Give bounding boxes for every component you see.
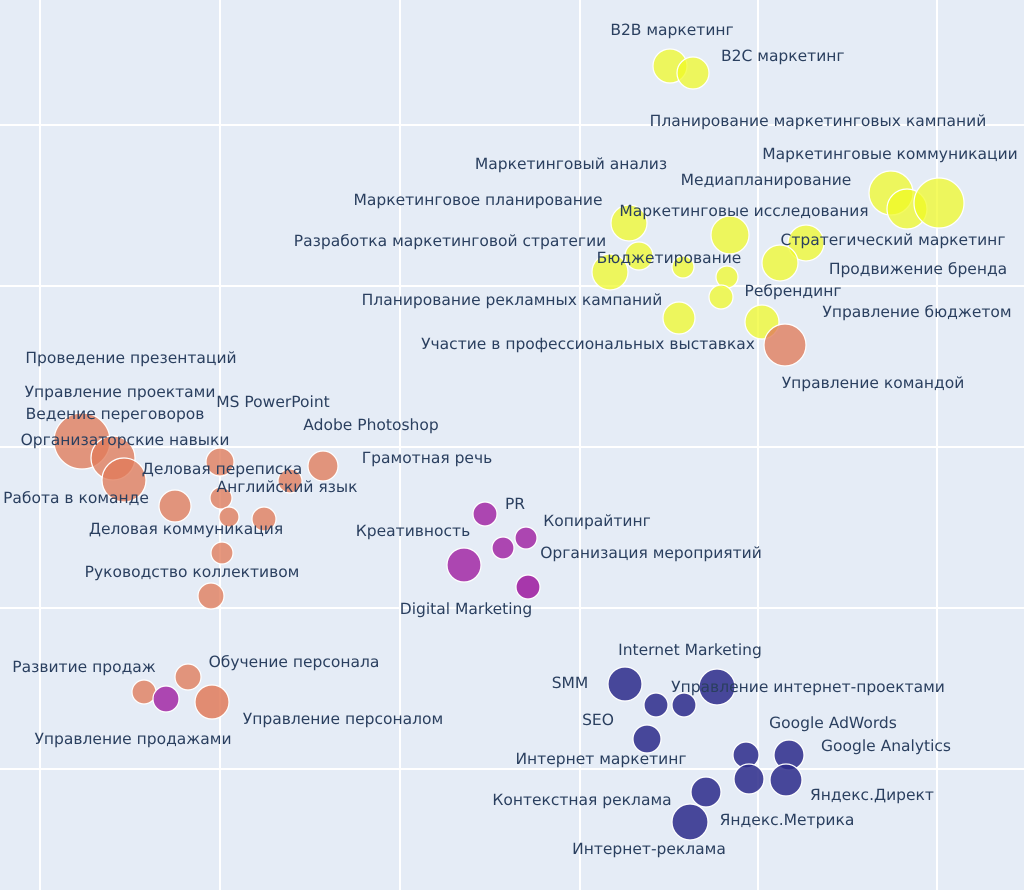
bubble-point[interactable] [787,224,825,262]
point-label: Яндекс.Метрика [720,811,855,829]
point-label: Продвижение бренда [829,260,1007,278]
bubble-point[interactable] [307,450,339,482]
bubble-point[interactable] [205,447,235,477]
point-label: Обучение персонала [209,653,380,671]
point-label: Google Analytics [821,737,951,755]
bubble-point[interactable] [174,663,202,691]
bubble-point[interactable] [251,506,277,532]
point-label: PR [505,495,525,513]
point-label: Маркетинговый анализ [475,155,667,173]
point-label: Управление командой [782,374,965,392]
point-label: Управление интернет-проектами [671,678,945,696]
point-label: Работа в команде [3,489,149,507]
bubble-point[interactable] [769,763,803,797]
point-label: Организация мероприятий [540,544,762,562]
point-label: Деловая переписка [142,460,303,478]
point-label: Маркетинговое планирование [354,191,603,209]
bubble-point[interactable] [591,253,629,291]
bubble-point[interactable] [662,301,696,335]
bubble-point[interactable] [761,244,799,282]
bubble-point[interactable] [698,668,736,706]
point-label: Интернет-реклама [572,840,726,858]
labels: B2B маркетинг B2C маркетинг Планирование м… [3,21,1018,858]
bubble-point[interactable] [913,177,965,229]
point-label: Digital Marketing [400,600,532,618]
bubble-point[interactable] [277,468,303,494]
point-label: Adobe Photoshop [303,416,438,434]
point-label: Планирование рекламных кампаний [362,291,663,309]
bubble-point[interactable] [671,692,697,718]
bubble-point[interactable] [472,501,498,527]
point-label: B2B маркетинг [610,21,733,39]
point-label: Стратегический маркетинг [781,231,1006,249]
bubble-point[interactable] [671,255,695,279]
bubble-point[interactable] [101,457,147,503]
point-label: B2C маркетинг [721,47,845,65]
point-label: Маркетинговые коммуникации [762,145,1017,163]
point-label: Ребрендинг [744,282,841,300]
bubble-point[interactable] [209,486,233,510]
point-label: Управление проектами [25,383,216,401]
bubble-point[interactable] [194,684,230,720]
point-label: Бюджетирование [597,249,742,267]
point-label: Яндекс.Директ [810,786,934,804]
point-label: SEO [582,711,614,729]
bubble-point[interactable] [152,685,180,713]
point-label: Английский язык [216,478,357,496]
bubble-point[interactable] [710,215,750,255]
bubble-point[interactable] [632,724,662,754]
point-label: MS PowerPoint [216,393,330,411]
point-label: Маркетинговые исследования [619,202,868,220]
point-label: Копирайтинг [543,512,651,530]
point-label: Разработка маркетинговой стратегии [294,232,606,250]
point-label: Ведение переговоров [26,405,205,423]
point-label: Internet Marketing [618,641,762,659]
bubble-point[interactable] [624,241,654,271]
bubble-point[interactable] [708,284,734,310]
bubble-point[interactable] [676,56,710,90]
bubble-point[interactable] [733,763,765,795]
bubble-point[interactable] [218,506,240,528]
point-label: Интернет маркетинг [515,750,686,768]
point-label: Google AdWords [769,714,897,732]
bubble-point[interactable] [763,323,807,367]
bubble-point[interactable] [671,803,709,841]
point-label: Планирование маркетинговых кампаний [650,112,987,130]
bubble-point[interactable] [158,489,192,523]
point-label: Руководство коллективом [85,563,300,581]
bubble-point[interactable] [197,582,225,610]
point-label: Развитие продаж [12,658,156,676]
bubbles [53,48,965,841]
bubble-point[interactable] [491,536,515,560]
bubble-point[interactable] [210,541,234,565]
bubble-point[interactable] [131,679,157,705]
bubble-point[interactable] [515,574,541,600]
point-label: Креативность [356,522,470,540]
bubble-point[interactable] [514,526,538,550]
point-label: Медиапланирование [681,171,852,189]
point-label: Управление персоналом [243,710,443,728]
bubble-point[interactable] [446,547,482,583]
point-label: Проведение презентаций [25,349,236,367]
point-label: Управление продажами [34,730,231,748]
bubble-point[interactable] [643,692,669,718]
bubble-point[interactable] [607,666,643,702]
point-label: Участие в профессиональных выставках [421,335,755,353]
point-label: Организаторские навыки [21,431,230,449]
point-label: Грамотная речь [362,449,493,467]
point-label: Управление бюджетом [822,303,1011,321]
bubble-point[interactable] [610,204,648,242]
point-label: SMM [552,674,589,692]
point-label: Контекстная реклама [492,791,671,809]
bubble-point[interactable] [690,776,722,808]
point-label: Деловая коммуникация [89,520,283,538]
